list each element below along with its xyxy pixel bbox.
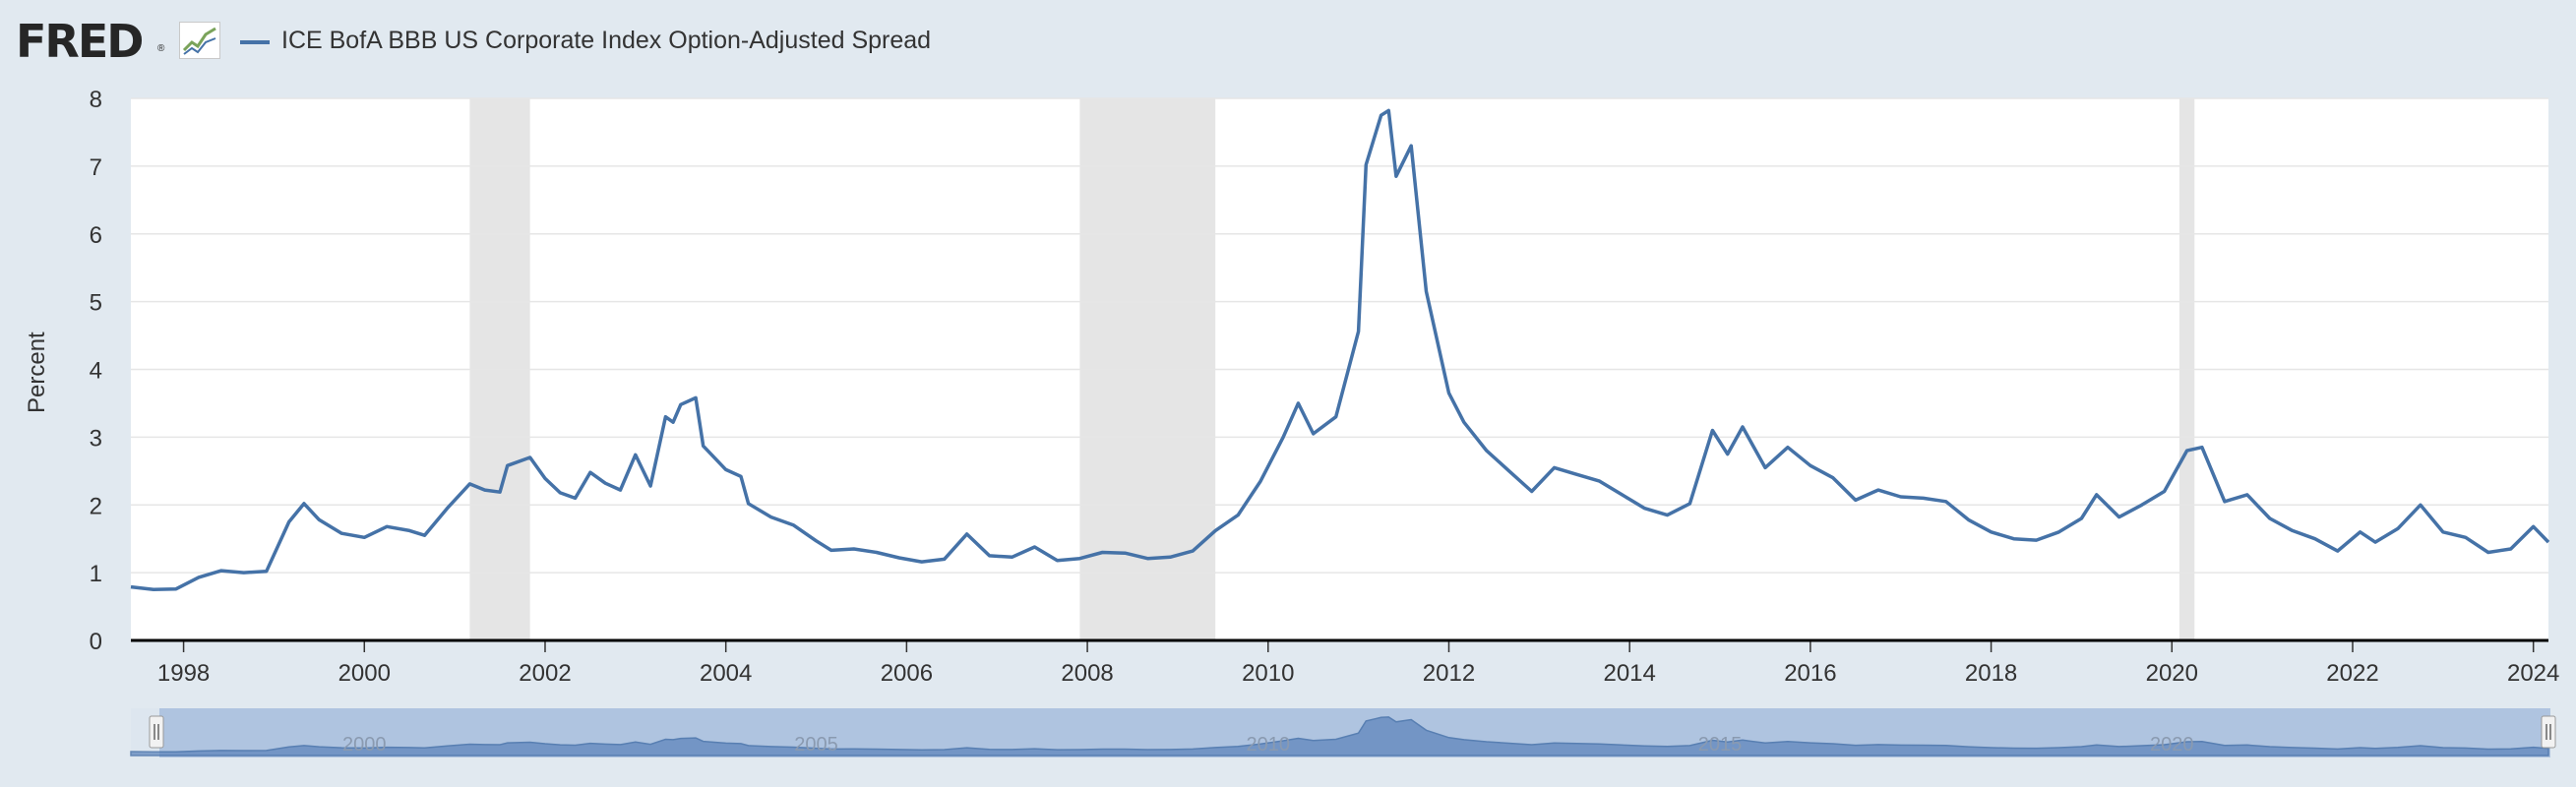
navigator-year-label: 2005 xyxy=(794,734,838,756)
x-tick-label: 2000 xyxy=(338,660,391,687)
x-tick-label: 2006 xyxy=(881,660,933,687)
y-tick-label: 3 xyxy=(90,425,102,452)
x-tick-label: 2016 xyxy=(1784,660,1836,687)
navigator-year-labels: 2000 2005 2010 2015 2020 xyxy=(342,734,2194,756)
y-tick-label: 0 xyxy=(90,629,102,655)
navigator-year-label: 2010 xyxy=(1247,734,1291,756)
legend-swatch xyxy=(240,40,270,44)
navigator-series xyxy=(130,716,2549,757)
fred-logo[interactable]: FRED xyxy=(16,15,144,68)
y-tick-label: 1 xyxy=(90,561,102,587)
x-tick-label: 1998 xyxy=(157,660,210,687)
x-tick-label: 2022 xyxy=(2326,660,2378,687)
x-tick-label: 2012 xyxy=(1423,660,1475,687)
x-tick-label: 2024 xyxy=(2507,660,2559,687)
x-tick-label: 2018 xyxy=(1965,660,2017,687)
y-tick-label: 7 xyxy=(90,154,102,181)
x-tick-label: 2002 xyxy=(519,660,571,687)
registered-mark: ® xyxy=(157,43,165,54)
navigator-left-handle[interactable] xyxy=(149,715,164,749)
series-line[interactable] xyxy=(130,108,2550,592)
y-tick-label: 6 xyxy=(90,222,102,249)
x-tick-label: 2010 xyxy=(1242,660,1294,687)
y-tick-label: 4 xyxy=(90,358,102,385)
navigator-year-label: 2000 xyxy=(342,734,387,756)
navigator-year-label: 2015 xyxy=(1698,734,1743,756)
x-tick-label: 2004 xyxy=(700,660,752,687)
y-tick-label: 2 xyxy=(90,493,102,519)
chart-line-icon[interactable] xyxy=(179,22,220,59)
navigator[interactable]: 2000 2005 2010 2015 2020 xyxy=(130,708,2556,757)
y-axis-ticks: 0 1 2 3 4 5 6 7 8 xyxy=(90,87,102,655)
x-axis-ticks: 1998 2000 2002 2004 2006 2008 2010 2012 2014 2016… xyxy=(157,640,2559,687)
x-tick-label: 2014 xyxy=(1603,660,1655,687)
gridlines xyxy=(131,97,2548,574)
y-tick-label: 5 xyxy=(90,290,102,317)
legend-label[interactable]: ICE BofA BBB US Corporate Index Option-A… xyxy=(281,27,932,54)
navigator-year-label: 2020 xyxy=(2150,734,2194,756)
navigator-right-handle[interactable] xyxy=(2541,715,2556,749)
x-tick-label: 2020 xyxy=(2146,660,2198,687)
y-tick-label: 8 xyxy=(90,87,102,113)
x-tick-label: 2008 xyxy=(1061,660,1113,687)
chart-header: FRED ® ICE BofA BBB US Corporate Index O… xyxy=(0,0,2576,89)
